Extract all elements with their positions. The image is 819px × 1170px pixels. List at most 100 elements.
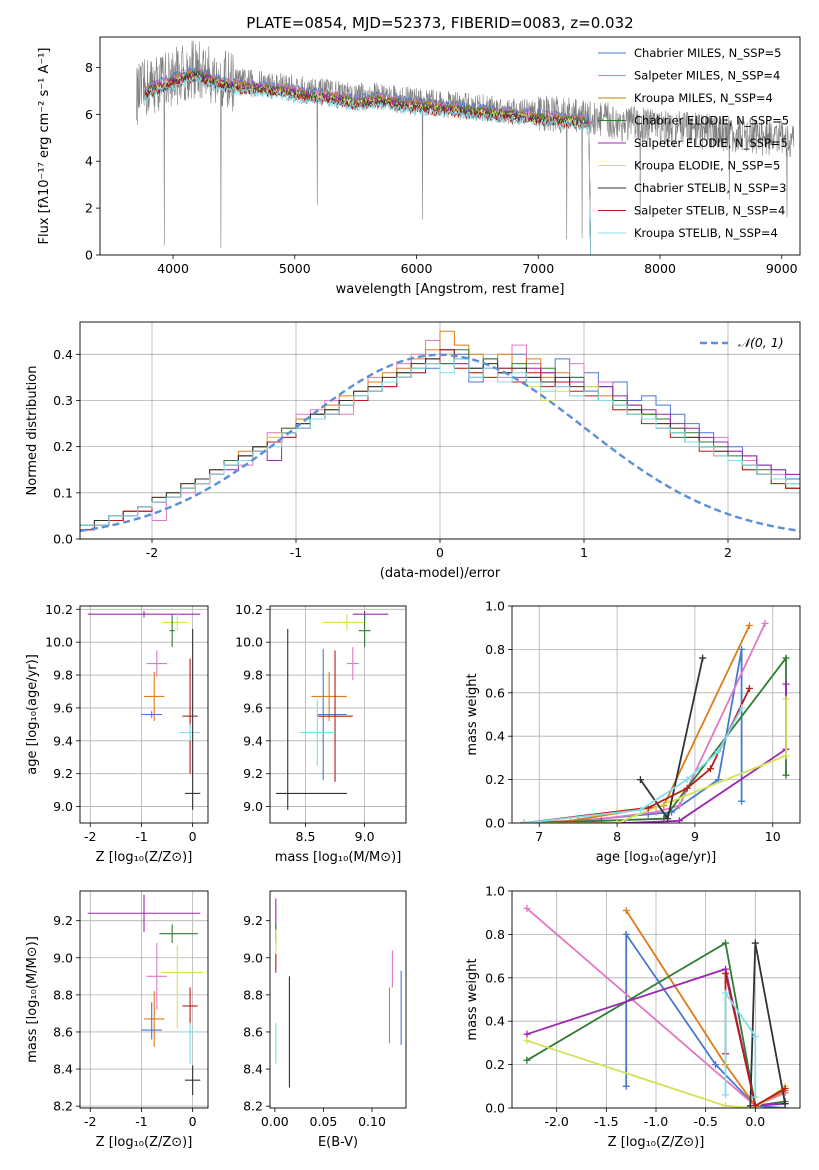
plot-area [136, 40, 795, 255]
y-axis-label: Flux [fλ10⁻¹⁷ erg cm⁻² s⁻¹ A⁻¹] [37, 48, 52, 245]
errorbar-point [317, 650, 353, 782]
errorbar-point [311, 671, 347, 722]
y-tick-label: 0.0 [53, 532, 73, 547]
plot-area [87, 610, 201, 810]
y-tick-label: 9.2 [53, 766, 73, 781]
errorbar-point [144, 991, 165, 1047]
weight-marker [782, 654, 790, 662]
errorbar-point [317, 648, 347, 781]
errorbar-point [146, 650, 168, 677]
x-tick-label: -1 [290, 545, 302, 560]
errorbar-point [161, 614, 188, 631]
x-tick-label: 0 [436, 545, 444, 560]
weight-marker [613, 819, 621, 823]
weight-marker [722, 969, 730, 977]
weight-marker [523, 904, 531, 912]
errorbar-point [352, 610, 389, 618]
y-tick-label: 1.0 [485, 599, 505, 614]
y-tick-label: 0.2 [485, 772, 505, 787]
panel-age_vs_mass: 8.5 9.0 9.0 9.2 9.4 9.6 9.8 10.0 10.2 mass [log₁₀… [235, 602, 407, 865]
x-tick-label: 8.5 [296, 829, 316, 844]
weight-marker [652, 808, 660, 816]
x-axis-label: (data-model)/error [380, 566, 501, 581]
legend-label: Kroupa ELODIE, N_SSP=5 [634, 159, 780, 173]
errorbar-point [184, 629, 201, 810]
y-tick-label: 2 [85, 201, 93, 216]
errorbar-point [182, 987, 198, 1025]
errorbar-point [159, 924, 198, 943]
errorbar-point [146, 942, 168, 1010]
y-axis-label: mass [log₁₀(M/M⊙)] [25, 936, 40, 1063]
weight-marker [598, 817, 606, 823]
y-tick-label: 8 [85, 60, 93, 75]
x-tick-label: 8000 [644, 261, 676, 276]
axes-frame [99, 36, 801, 256]
legend-label: Kroupa STELIB, N_SSP=4 [634, 226, 778, 240]
x-axis-label: wavelength [Angstrom, rest frame] [336, 282, 565, 297]
errorbar-point [141, 1002, 162, 1040]
panel-weight_vs_age: 7 8 9 10 0.0 0.2 0.4 0.6 0.8 1.0 age [log₁₀(age/yr… [465, 599, 801, 865]
histogram-step-8 [80, 358, 800, 526]
x-axis-label: age [log₁₀(age/yr)] [596, 850, 717, 865]
x-tick-label: -1 [135, 829, 147, 844]
y-tick-label: 9.0 [53, 799, 73, 814]
errorbar-point [179, 1022, 201, 1064]
panel-spectrum: 4000 5000 6000 7000 8000 9000 0 2 4 6 8 wavelength … [37, 36, 801, 297]
axes-frame [511, 890, 801, 1109]
y-tick-label: 10.0 [45, 635, 73, 650]
x-tick-label: -2 [84, 1114, 96, 1129]
y-tick-label: 0.2 [485, 1057, 505, 1072]
plot-area [520, 619, 790, 823]
plot-area [87, 894, 203, 1096]
weight-marker [745, 622, 753, 630]
y-tick-label: 10.2 [235, 602, 263, 617]
y-tick-label: 9.6 [53, 700, 73, 715]
y-tick-label: 0.4 [53, 347, 73, 362]
weight-line-6 [639, 657, 704, 821]
x-tick-label: 0 [189, 829, 197, 844]
normal-curve [80, 353, 800, 533]
weight-marker [782, 680, 790, 688]
y-tick-label: 0.3 [53, 393, 73, 408]
y-tick-label: 9.8 [243, 668, 263, 683]
weight-marker [636, 806, 644, 814]
y-tick-label: 9.8 [53, 668, 73, 683]
x-tick-label: 0.00 [261, 1114, 289, 1129]
errorbar-point [184, 1065, 201, 1096]
x-tick-label: 1 [580, 545, 588, 560]
y-tick-label: 8.8 [243, 987, 263, 1002]
errorbar-point [299, 699, 336, 766]
y-axis-label: mass weight [465, 958, 480, 1040]
x-tick-label: 5000 [279, 261, 311, 276]
y-tick-label: 8.6 [243, 1024, 263, 1039]
y-tick-label: 8.4 [53, 1062, 73, 1077]
weight-marker [675, 817, 683, 823]
panel-age_vs_Z: -2 -1 0 9.0 9.2 9.4 9.6 9.8 10.0 10.2 Z [log₁₀(Z/Z… [25, 602, 209, 865]
weight-marker [523, 1037, 531, 1045]
legend-label: Chabrier MILES, N_SSP=5 [634, 46, 781, 60]
weight-marker [622, 1082, 630, 1090]
x-tick-label: 6000 [401, 261, 433, 276]
y-tick-label: 0.0 [485, 816, 505, 831]
y-tick-label: 0.8 [485, 642, 505, 657]
errorbar-point [182, 658, 198, 774]
y-tick-label: 9.2 [243, 913, 263, 928]
y-tick-label: 9.0 [243, 799, 263, 814]
weight-marker [722, 1091, 730, 1099]
errorbar-point [87, 610, 201, 618]
legend-label: Kroupa MILES, N_SSP=4 [634, 91, 773, 105]
weight-marker [622, 907, 630, 915]
model-line-7 [143, 75, 591, 255]
y-tick-label: 9.0 [53, 950, 73, 965]
y-tick-label: 0.6 [485, 970, 505, 985]
y-tick-label: 0.8 [485, 927, 505, 942]
y-tick-label: 10.2 [45, 602, 73, 617]
weight-line-7 [523, 688, 751, 823]
weight-marker [782, 752, 790, 760]
y-axis-label: mass weight [465, 673, 480, 755]
x-tick-label: 0.05 [310, 1114, 338, 1129]
x-tick-label: 0 [189, 1114, 197, 1129]
y-tick-label: 8.8 [53, 987, 73, 1002]
y-tick-label: 9.6 [243, 700, 263, 715]
x-tick-label: 4000 [157, 261, 189, 276]
